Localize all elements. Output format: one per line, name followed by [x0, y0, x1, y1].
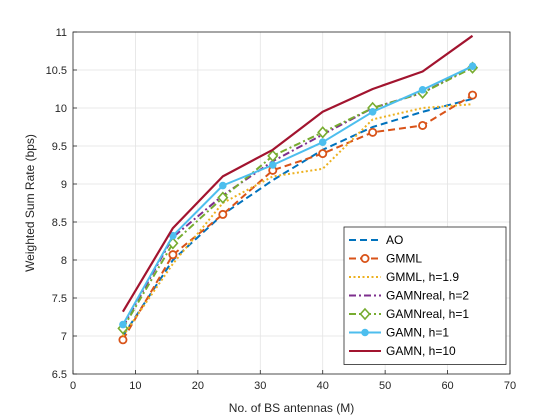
data-point [418, 120, 428, 130]
data-point [418, 85, 427, 94]
series-0 [122, 97, 473, 337]
series-layer [117, 34, 479, 345]
y-tick-label: 7.5 [52, 293, 67, 305]
plot-border [72, 31, 511, 375]
series-2 [122, 103, 473, 337]
data-point [219, 181, 227, 190]
data-point [468, 90, 478, 100]
data-point [217, 191, 229, 204]
x-tick-label: 60 [441, 380, 453, 392]
data-point [317, 126, 329, 139]
x-tick-label: 70 [504, 380, 516, 392]
y-tick-label: 8.5 [52, 217, 67, 229]
y-tick-label: 9 [61, 179, 67, 191]
series-line [122, 66, 473, 329]
x-tick-label: 40 [317, 380, 329, 392]
data-point [368, 127, 378, 137]
series-line [121, 34, 474, 313]
y-tick-label: 10 [55, 103, 67, 115]
y-tick-label: 9.5 [52, 141, 67, 153]
x-axis-label: No. of BS antennas (M) [229, 401, 354, 415]
y-axis-ticks: 6.5 7 7.5 8 8.5 9 9.5 10 10.5 11 [46, 27, 77, 381]
legend: AO GMML GMML, h=1.9 GAMNreal, h=2 GAMNreal, … [343, 226, 507, 365]
x-tick-label: 30 [254, 380, 266, 392]
x-tick-label: 0 [70, 380, 76, 392]
series-line [122, 94, 474, 341]
legend-label: AO [386, 233, 403, 247]
legend-marker [359, 307, 371, 321]
data-point [267, 149, 279, 163]
x-tick-label: 50 [379, 380, 391, 392]
legend-label: GMML [386, 252, 422, 266]
data-point [318, 138, 327, 146]
data-point [368, 108, 377, 116]
legend-label: GAMNreal, h=2 [386, 289, 469, 303]
data-point [118, 335, 128, 345]
legend-label: GAMN, h=10 [386, 344, 456, 358]
series-line [122, 97, 473, 337]
legend-marker [360, 253, 370, 263]
x-axis-ticks: 0 10 20 30 40 50 60 70 [70, 370, 516, 392]
series-5 [119, 62, 477, 329]
data-point [168, 250, 178, 260]
data-point [468, 62, 477, 70]
legend-label: GMML, h=1.9 [386, 270, 459, 284]
series-line [122, 65, 473, 326]
series-6 [121, 34, 474, 313]
x-tick-label: 20 [192, 380, 204, 392]
data-point [318, 149, 328, 159]
y-tick-label: 10.5 [46, 65, 67, 77]
x-tick-label: 10 [129, 380, 141, 392]
y-tick-label: 7 [61, 331, 67, 343]
data-point [268, 161, 277, 169]
y-tick-label: 6.5 [52, 369, 67, 381]
data-point [218, 209, 228, 219]
series-1 [118, 90, 478, 345]
legend-label: GAMN, h=1 [386, 326, 449, 340]
legend-label: GAMNreal, h=1 [386, 307, 469, 321]
series-line [122, 103, 473, 337]
data-point [119, 320, 127, 329]
y-tick-label: 11 [56, 27, 67, 39]
y-axis-label: Weighted Sum Rate (bps) [23, 134, 37, 272]
y-tick-label: 8 [61, 255, 67, 267]
legend-marker [361, 328, 369, 337]
